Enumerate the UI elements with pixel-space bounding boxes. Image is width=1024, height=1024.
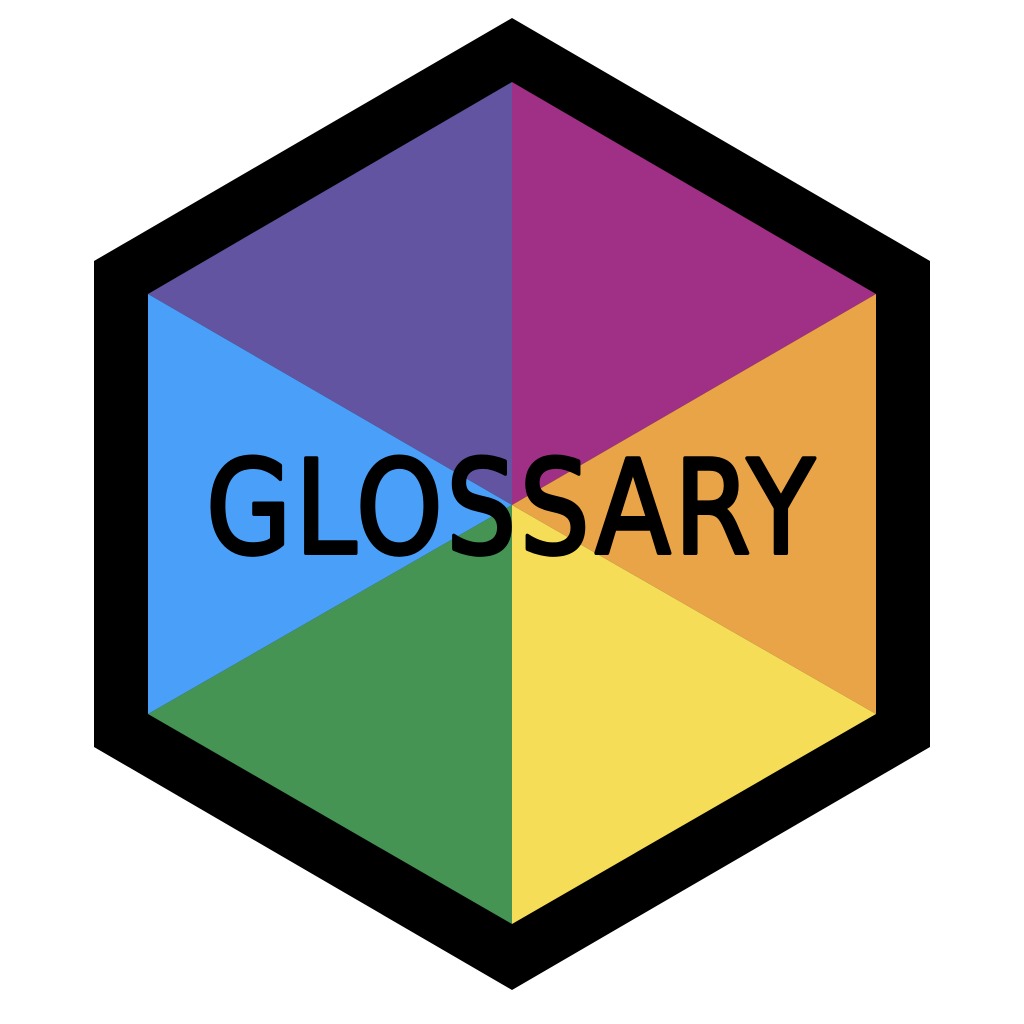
segment-bottom-right — [512, 505, 876, 924]
segment-bottom-left — [148, 505, 512, 924]
logo-title: GLOSSARY — [206, 432, 818, 584]
segment-top-right — [512, 82, 876, 505]
segment-top-left — [148, 82, 512, 505]
segment-right — [512, 294, 876, 714]
segment-left — [148, 294, 512, 714]
